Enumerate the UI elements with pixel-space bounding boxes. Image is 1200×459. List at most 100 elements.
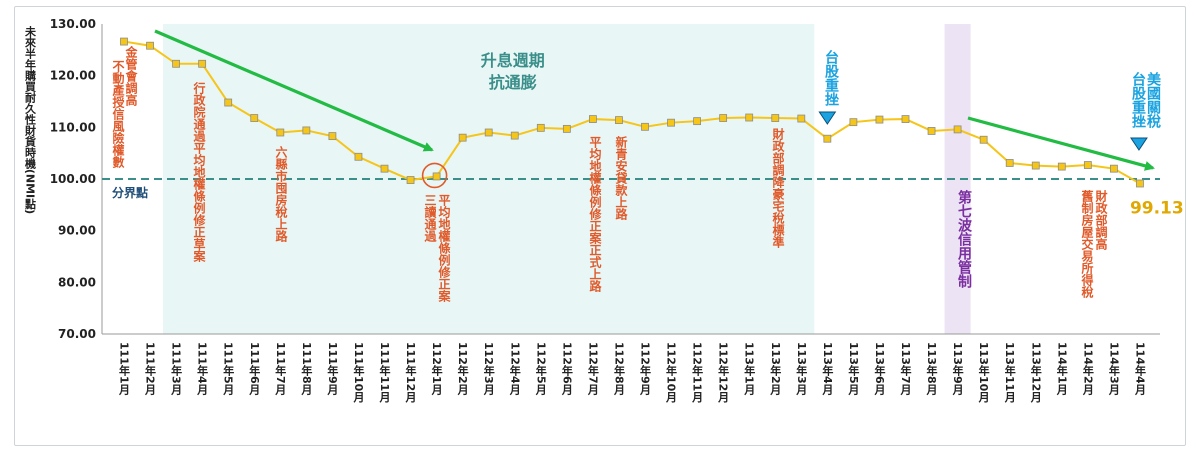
annotation-label: 行政院通過平均地權條例修正草案 <box>192 81 206 263</box>
data-point <box>849 118 858 127</box>
y-tick-label: 100.00 <box>50 172 96 186</box>
data-point <box>484 128 493 137</box>
data-point <box>667 118 675 127</box>
data-point <box>302 126 311 135</box>
annotation-label: 第七波信用管制 <box>956 189 972 289</box>
data-point <box>328 132 337 141</box>
annotation-label: 不動產授信風險權數 <box>111 60 125 169</box>
x-tick-label: 112年12月 <box>717 342 731 403</box>
data-point <box>1031 161 1040 170</box>
x-tick-label: 112年10月 <box>665 342 679 403</box>
annotation-label: 財政部調高 <box>1094 189 1108 251</box>
data-point <box>1110 164 1118 173</box>
data-point <box>354 152 363 161</box>
data-point <box>745 113 754 122</box>
data-point <box>380 164 389 173</box>
x-tick-label: 113年1月 <box>743 342 757 395</box>
x-tick-label: 111年4月 <box>196 342 210 395</box>
x-tick-label: 112年7月 <box>586 342 600 395</box>
data-point <box>1005 159 1014 167</box>
x-tick-label: 113年9月 <box>951 342 965 395</box>
x-tick-label: 114年1月 <box>1055 342 1069 395</box>
x-tick-label: 111年7月 <box>274 342 288 395</box>
trend-arrow <box>967 116 1155 171</box>
data-point <box>250 114 259 122</box>
event-marker-triangle <box>1130 137 1148 151</box>
data-point <box>589 115 597 123</box>
y-tick-label: 120.00 <box>50 69 96 83</box>
data-point <box>172 59 181 68</box>
annotation-label: 舊制房屋交易所得稅 <box>1080 189 1094 299</box>
data-point <box>146 41 154 50</box>
x-tick-label: 111年8月 <box>300 342 314 395</box>
annotation-label: 新青安貸款上路 <box>614 135 628 221</box>
data-point <box>927 127 936 135</box>
x-tick-label: 111年5月 <box>222 342 236 395</box>
annotation-label: 財政部調降豪宅稅標準 <box>771 127 785 249</box>
data-point <box>693 117 701 126</box>
data-point <box>198 59 207 68</box>
x-tick-label: 112年4月 <box>508 342 522 395</box>
data-point <box>875 115 884 124</box>
data-point <box>797 114 806 123</box>
x-tick-label: 113年4月 <box>821 342 835 395</box>
trend-arrow <box>154 29 434 152</box>
annotation-label: 台股重挫 <box>1130 71 1146 129</box>
x-tick-label: 114年3月 <box>1107 342 1121 395</box>
annotation-label: 美國關稅 <box>1145 71 1161 129</box>
x-tick-label: 111年11月 <box>378 342 392 403</box>
data-point <box>641 122 649 131</box>
annotation-label: 平均地權條例修正案正式上路 <box>588 136 602 293</box>
last-value-label: 99.13 <box>1130 198 1184 218</box>
x-tick-label: 111年3月 <box>170 342 184 395</box>
x-tick-label: 112年6月 <box>560 342 574 395</box>
x-tick-label: 112年9月 <box>639 342 653 395</box>
x-tick-label: 113年7月 <box>899 342 913 395</box>
x-tick-label: 113年11月 <box>1003 342 1017 403</box>
reference-line-label: 分界點 <box>112 185 148 200</box>
x-tick-label: 114年4月 <box>1133 342 1147 395</box>
x-tick-label: 112年3月 <box>482 342 496 395</box>
data-point <box>510 131 519 140</box>
shaded-region-label: 抗通膨 <box>489 73 537 92</box>
y-axis-title: 未來半年購買耐久性財貨時機(NMI點) <box>24 25 38 215</box>
y-tick-label: 110.00 <box>50 120 96 134</box>
data-point <box>771 114 780 122</box>
x-tick-label: 112年8月 <box>612 342 626 395</box>
x-tick-label: 114年2月 <box>1081 342 1095 395</box>
data-point <box>224 98 233 107</box>
x-tick-label: 111年10月 <box>352 342 366 403</box>
x-tick-label: 113年6月 <box>873 342 887 395</box>
data-point <box>406 176 415 184</box>
event-marker-triangle <box>818 111 837 125</box>
x-tick-label: 113年3月 <box>795 342 809 395</box>
data-point <box>615 116 623 124</box>
x-tick-label: 112年1月 <box>430 342 444 395</box>
data-point <box>1057 162 1066 171</box>
x-tick-label: 111年2月 <box>144 342 158 395</box>
data-point <box>562 124 571 133</box>
x-tick-label: 113年2月 <box>769 342 783 395</box>
series-line <box>123 40 1141 185</box>
data-point <box>1136 179 1144 188</box>
data-point <box>276 128 285 137</box>
annotation-label: 台股重挫 <box>823 49 839 107</box>
data-point <box>901 115 910 123</box>
y-tick-label: 70.00 <box>58 327 96 341</box>
x-tick-label: 113年10月 <box>977 342 991 403</box>
x-tick-label: 112年2月 <box>456 342 470 395</box>
y-tick-label: 130.00 <box>50 17 96 31</box>
data-point <box>953 125 962 134</box>
x-tick-label: 113年12月 <box>1029 342 1043 403</box>
x-tick-label: 112年5月 <box>534 342 548 395</box>
y-tick-label: 80.00 <box>58 275 96 289</box>
x-tick-label: 113年8月 <box>925 342 939 395</box>
shaded-region-label: 升息週期 <box>481 51 545 70</box>
x-tick-label: 113年5月 <box>847 342 861 395</box>
data-point <box>432 172 441 181</box>
x-tick-label: 111年6月 <box>248 342 262 395</box>
x-tick-label: 111年12月 <box>404 342 418 403</box>
data-point <box>120 37 128 46</box>
x-tick-label: 111年1月 <box>118 342 132 395</box>
annotation-label: 六縣市囤房稅上路 <box>274 145 288 243</box>
